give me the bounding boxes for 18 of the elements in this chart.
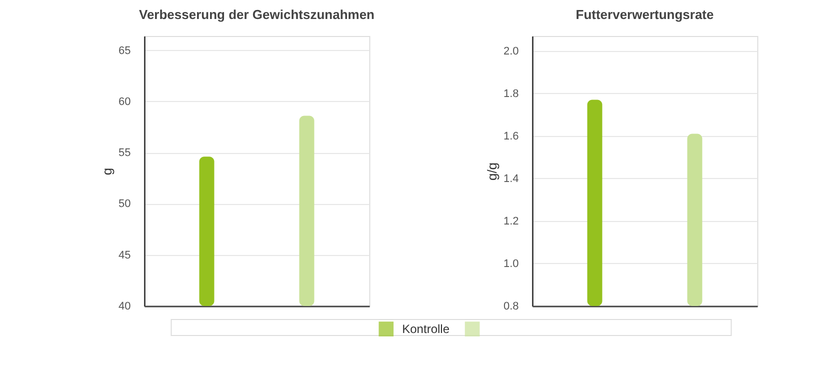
y-tick-label: 60 xyxy=(118,96,131,108)
y-tick-label: 1.8 xyxy=(503,88,519,100)
y-tick-label: 1.6 xyxy=(503,130,519,142)
y-tick-label: 55 xyxy=(118,147,131,160)
y-tick-label: 1.0 xyxy=(503,258,519,270)
y-tick-label: 40 xyxy=(118,300,131,312)
y-tick-label: 1.4 xyxy=(503,172,519,185)
y-axis-title: g xyxy=(100,168,115,176)
y-tick-label: 65 xyxy=(118,44,131,57)
y-tick-label: 2.0 xyxy=(503,45,519,58)
legend-label: Kontrolle xyxy=(402,322,450,336)
chart-title: Futterverwertungsrate xyxy=(576,7,714,22)
y-tick-label: 0.8 xyxy=(503,300,519,312)
y-tick-label: 50 xyxy=(118,198,131,210)
y-axis-title: g/g xyxy=(484,162,500,181)
y-tick-label: 1.2 xyxy=(503,215,519,228)
y-tick-label: 45 xyxy=(118,249,131,262)
chart-title: Verbesserung der Gewichtszunahmen xyxy=(138,7,375,22)
